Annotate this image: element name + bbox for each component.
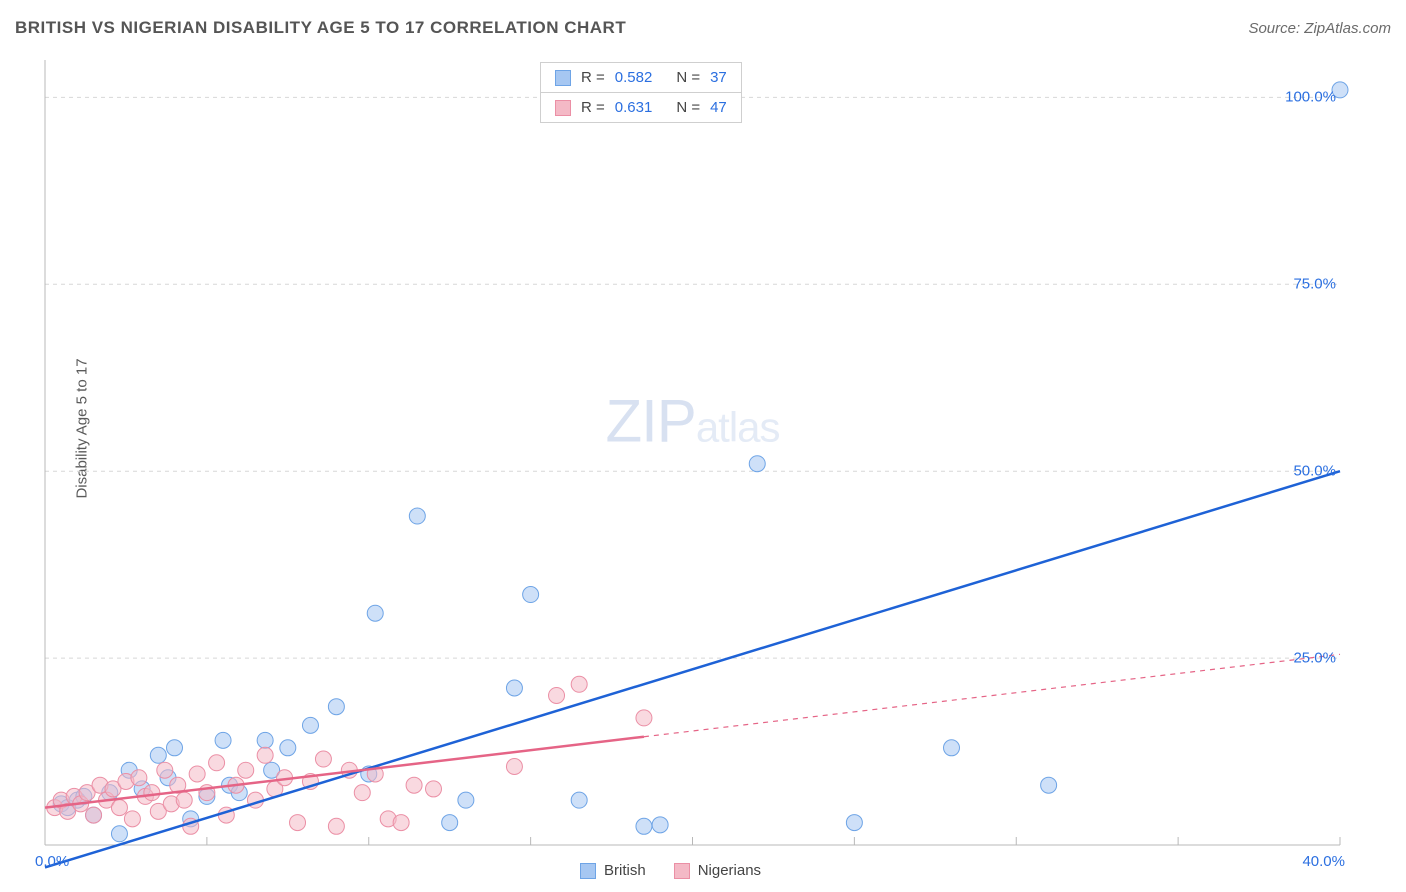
data-point xyxy=(523,587,539,603)
data-point xyxy=(257,732,273,748)
data-point xyxy=(209,755,225,771)
data-point xyxy=(302,717,318,733)
correlation-stat-box: R = 0.582 N = 37 R = 0.631 N = 47 xyxy=(540,62,742,123)
data-point xyxy=(549,687,565,703)
data-point xyxy=(257,747,273,763)
data-point xyxy=(749,456,765,472)
data-point xyxy=(458,792,474,808)
legend-swatch xyxy=(555,70,571,86)
legend-swatch xyxy=(555,100,571,116)
data-point xyxy=(506,680,522,696)
chart-area: ZIPatlas 0.0% 40.0% 25.0%50.0%75.0%100.0… xyxy=(45,60,1340,845)
data-point xyxy=(215,732,231,748)
y-tick-label: 75.0% xyxy=(1293,276,1336,293)
legend-item: British xyxy=(580,862,646,879)
series-legend: British Nigerians xyxy=(580,862,761,879)
data-point xyxy=(506,759,522,775)
chart-title: BRITISH VS NIGERIAN DISABILITY AGE 5 TO … xyxy=(15,18,626,38)
data-point xyxy=(86,807,102,823)
data-point xyxy=(406,777,422,793)
data-point xyxy=(944,740,960,756)
data-point xyxy=(238,762,254,778)
data-point xyxy=(280,740,296,756)
data-point xyxy=(1041,777,1057,793)
data-point xyxy=(409,508,425,524)
x-end-label: 40.0% xyxy=(1302,853,1345,870)
data-point xyxy=(176,792,192,808)
y-tick-label: 25.0% xyxy=(1293,650,1336,667)
data-point xyxy=(636,818,652,834)
stat-n-value: 37 xyxy=(710,69,727,86)
data-point xyxy=(315,751,331,767)
data-point xyxy=(111,800,127,816)
data-point xyxy=(846,815,862,831)
data-point xyxy=(189,766,205,782)
legend-swatch xyxy=(580,863,596,879)
data-point xyxy=(393,815,409,831)
data-point xyxy=(111,826,127,842)
data-point xyxy=(354,785,370,801)
y-tick-label: 100.0% xyxy=(1285,89,1336,106)
x-origin-label: 0.0% xyxy=(35,853,69,870)
data-point xyxy=(144,785,160,801)
data-point xyxy=(571,676,587,692)
data-point xyxy=(328,818,344,834)
data-point xyxy=(426,781,442,797)
scatter-plot xyxy=(45,60,1340,845)
trend-line-extrapolated xyxy=(644,654,1340,736)
data-point xyxy=(636,710,652,726)
stat-r-value: 0.582 xyxy=(615,69,653,86)
stat-r-label: R = xyxy=(581,69,605,86)
data-point xyxy=(290,815,306,831)
data-point xyxy=(131,770,147,786)
data-point xyxy=(157,762,173,778)
data-point xyxy=(571,792,587,808)
stat-r-label: R = xyxy=(581,99,605,116)
chart-header: BRITISH VS NIGERIAN DISABILITY AGE 5 TO … xyxy=(15,18,1391,38)
data-point xyxy=(328,699,344,715)
data-point xyxy=(124,811,140,827)
chart-source: Source: ZipAtlas.com xyxy=(1248,20,1391,37)
data-point xyxy=(442,815,458,831)
stat-row: R = 0.582 N = 37 xyxy=(541,63,741,93)
stat-r-value: 0.631 xyxy=(615,99,653,116)
data-point xyxy=(652,817,668,833)
stat-n-value: 47 xyxy=(710,99,727,116)
legend-label: Nigerians xyxy=(698,862,761,879)
legend-swatch xyxy=(674,863,690,879)
data-point xyxy=(150,747,166,763)
legend-label: British xyxy=(604,862,646,879)
legend-item: Nigerians xyxy=(674,862,761,879)
stat-n-label: N = xyxy=(676,69,700,86)
trend-line xyxy=(45,471,1340,867)
data-point xyxy=(167,740,183,756)
stat-n-label: N = xyxy=(676,99,700,116)
stat-row: R = 0.631 N = 47 xyxy=(541,93,741,122)
y-tick-label: 50.0% xyxy=(1293,463,1336,480)
data-point xyxy=(367,605,383,621)
